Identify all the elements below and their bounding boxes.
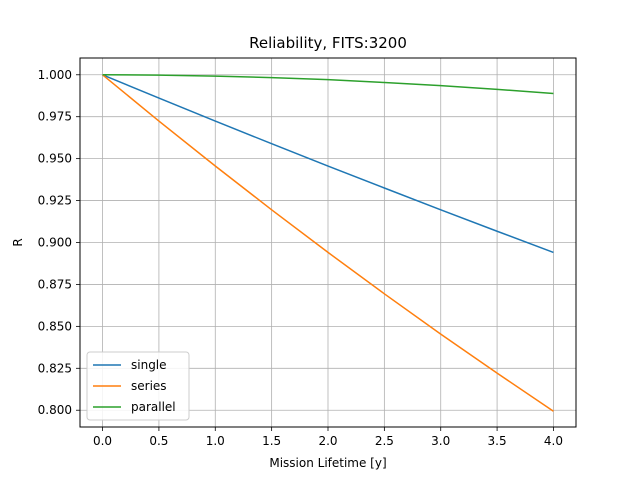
legend-box (86, 351, 190, 421)
x-axis-label: Mission Lifetime [y] (269, 456, 386, 470)
series-line-series (102, 74, 554, 412)
y-tick-label: 0.850 (38, 319, 72, 333)
x-tick-label: 3.5 (488, 434, 507, 448)
y-tick-label: 0.925 (38, 194, 72, 208)
x-tick-label: 4.0 (544, 434, 563, 448)
y-tick-label: 0.900 (38, 236, 72, 250)
y-axis-ticks: 0.800 0.825 0.850 0.875 0.900 0.925 0.950 0.975… (38, 68, 80, 417)
series-line-single (102, 74, 554, 254)
x-tick-label: 3.0 (431, 434, 450, 448)
x-tick-label: 1.0 (206, 434, 225, 448)
legend: single series parallel (86, 351, 190, 421)
x-axis-ticks: 0.0 0.5 1.0 1.5 2.0 2.5 3.0 3.5 4.0 (93, 427, 563, 448)
y-axis-label: R (11, 238, 25, 246)
y-tick-label: 0.800 (38, 403, 72, 417)
y-tick-label: 1.000 (38, 68, 72, 82)
x-tick-label: 0.0 (93, 434, 112, 448)
series-line-parallel (102, 74, 554, 95)
x-tick-label: 2.5 (375, 434, 394, 448)
y-tick-label: 0.975 (38, 110, 72, 124)
legend-label-single: single (131, 358, 167, 372)
chart-title: Reliability, FITS:3200 (249, 34, 407, 52)
y-tick-label: 0.875 (38, 277, 72, 291)
y-tick-label: 0.825 (38, 361, 72, 375)
series-lines (102, 74, 554, 412)
y-tick-label: 0.950 (38, 152, 72, 166)
legend-label-series: series (131, 379, 167, 393)
legend-label-parallel: parallel (131, 400, 176, 414)
x-tick-label: 1.5 (262, 434, 281, 448)
x-tick-label: 2.0 (318, 434, 337, 448)
x-tick-label: 0.5 (149, 434, 168, 448)
